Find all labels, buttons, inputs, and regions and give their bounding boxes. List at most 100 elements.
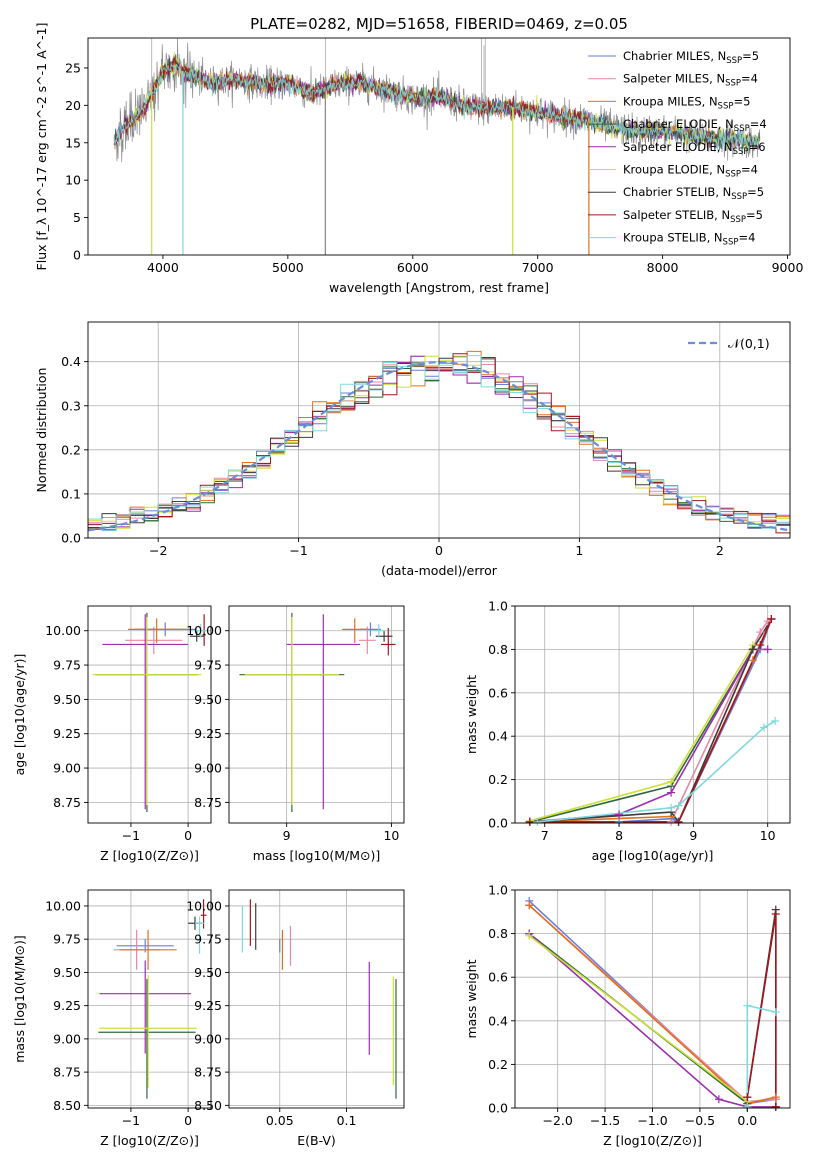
plot-area: [241, 899, 397, 1099]
y-tick-label: 10: [65, 173, 81, 188]
y-tick-label: 0.8: [488, 642, 508, 657]
mass-weight-vs-age-panel: 7 8 9 10 0.0 0.2 0.4 0.6 0.8 1.0 age [log10(age/yr…: [464, 599, 791, 863]
y-axis-label: Normed distribution: [34, 368, 49, 493]
weight-marker: [525, 817, 534, 826]
weight-marker: [756, 628, 765, 637]
x-axis-label: Z [log10(Z/Z⊙)]: [603, 1133, 702, 1148]
model-fit-8: [113, 59, 760, 152]
axes-frame: [514, 605, 791, 824]
weight-marker: [667, 788, 676, 797]
y-tick-label: 9.25: [53, 726, 81, 741]
x-axis-label: wavelength [Angstrom, rest frame]: [329, 280, 549, 295]
x-tick-label: 1: [575, 543, 583, 558]
legend-entry: Kroupa ELODIE, NSSP=4: [623, 163, 758, 180]
y-tick-label: 9.50: [53, 692, 81, 707]
y-tick-label: 8.75: [53, 795, 81, 810]
residual-histogram-8: [88, 355, 790, 532]
y-tick-label: 9.75: [194, 932, 222, 947]
plot-area: [88, 350, 790, 534]
x-tick-label: 9: [689, 828, 697, 843]
legend-entry: Chabrier MILES, NSSP=5: [623, 49, 759, 66]
x-tick-label: 0.0: [737, 1113, 757, 1128]
weight-marker: [533, 817, 542, 826]
x-tick-label: −1: [122, 828, 140, 843]
y-tick-label: 9.00: [53, 761, 81, 776]
y-tick-label: 10.00: [186, 623, 222, 638]
x-axis-label: Z [log10(Z/Z⊙)]: [100, 1133, 199, 1148]
y-tick-label: 0.1: [61, 486, 81, 501]
y-tick-label: 9.75: [53, 932, 81, 947]
y-tick-label: 8.50: [194, 1098, 222, 1113]
figure-title: PLATE=0282, MJD=51658, FIBERID=0469, z=0…: [250, 15, 628, 33]
weight-marker: [525, 931, 534, 940]
x-tick-label: 7: [541, 828, 549, 843]
y-tick-label: 9.50: [194, 692, 222, 707]
x-tick-label: 2: [716, 543, 724, 558]
x-tick-label: −2: [149, 543, 167, 558]
y-tick-label: 10.00: [45, 898, 81, 913]
y-tick-label: 9.50: [53, 965, 81, 980]
weight-marker: [743, 1093, 752, 1102]
legend-entry: 𝒩(0,1): [728, 336, 770, 351]
x-axis-label: age [log10(age/yr)]: [592, 848, 714, 863]
weight-marker: [748, 656, 757, 665]
weight-marker: [763, 645, 772, 654]
y-tick-label: 8.75: [53, 1065, 81, 1080]
y-tick-label: 9.00: [194, 761, 222, 776]
weight-marker: [771, 717, 780, 726]
axes-frame: [87, 605, 212, 824]
weight-marker: [615, 810, 624, 819]
x-tick-label: 6000: [397, 260, 429, 275]
y-tick-label: 1.0: [488, 883, 508, 898]
x-tick-label: 5000: [272, 260, 304, 275]
legend-entry: Chabrier STELIB, NSSP=5: [623, 185, 764, 202]
weight-marker: [759, 723, 768, 732]
y-tick-label: 9.25: [194, 726, 222, 741]
x-tick-label: 0: [184, 1113, 192, 1128]
x-tick-label: −1: [122, 1113, 140, 1128]
x-tick-label: −1.0: [637, 1113, 667, 1128]
y-tick-label: 0.6: [488, 970, 508, 985]
x-tick-label: 10: [760, 828, 776, 843]
y-tick-label: 10.00: [186, 898, 222, 913]
gaussian-reference: [88, 360, 788, 532]
y-tick-label: 9.75: [53, 658, 81, 673]
weight-marker: [771, 909, 780, 918]
x-tick-label: 0: [184, 828, 192, 843]
y-tick-label: 9.25: [53, 998, 81, 1013]
y-tick-label: 9.50: [194, 965, 222, 980]
axes-frame: [87, 889, 212, 1109]
x-tick-label: 7000: [522, 260, 554, 275]
axes-frame: [87, 37, 791, 256]
y-tick-label: 9.75: [194, 658, 222, 673]
y-tick-label: 8.75: [194, 1065, 222, 1080]
x-tick-label: 0.1: [337, 1113, 357, 1128]
x-tick-label: 0: [435, 543, 443, 558]
plot-area: [98, 899, 207, 1099]
y-tick-label: 8.50: [53, 1098, 81, 1113]
y-tick-label: 9.00: [194, 1031, 222, 1046]
y-tick-label: 0.2: [488, 1057, 508, 1072]
weight-marker: [674, 801, 683, 810]
y-tick-label: 0.0: [488, 816, 508, 831]
age-vs-metallicity-panel: −1 0 8.75 9.00 9.25 9.50 9.75 10.00 Z [log10(Z/Z…: [12, 605, 212, 863]
x-tick-label: 8: [615, 828, 623, 843]
y-tick-label: 0.4: [488, 729, 508, 744]
y-tick-label: 5: [73, 210, 81, 225]
y-tick-label: 0: [73, 248, 81, 263]
x-tick-label: −1.5: [590, 1113, 620, 1128]
weight-marker: [667, 777, 676, 786]
y-tick-label: 0.2: [61, 442, 81, 457]
axes-frame: [228, 889, 405, 1109]
x-axis-label: E(B-V): [297, 1133, 336, 1148]
mass-weight-vs-metallicity-panel: −2.0 −1.5 −1.0 −0.5 0.0 0.0 0.2 0.4 0.6 0.8 1.0 Z […: [464, 883, 791, 1148]
legend-entry: Salpeter ELODIE, NSSP=6: [623, 140, 766, 157]
weight-marker: [674, 817, 683, 826]
weight-line-4: [528, 932, 776, 1108]
legend-entry: Salpeter MILES, NSSP=4: [623, 72, 758, 89]
y-axis-label: mass weight: [464, 675, 479, 754]
y-tick-label: 25: [65, 60, 81, 75]
y-axis-label: mass weight: [464, 959, 479, 1038]
weight-line-5: [528, 935, 748, 1103]
